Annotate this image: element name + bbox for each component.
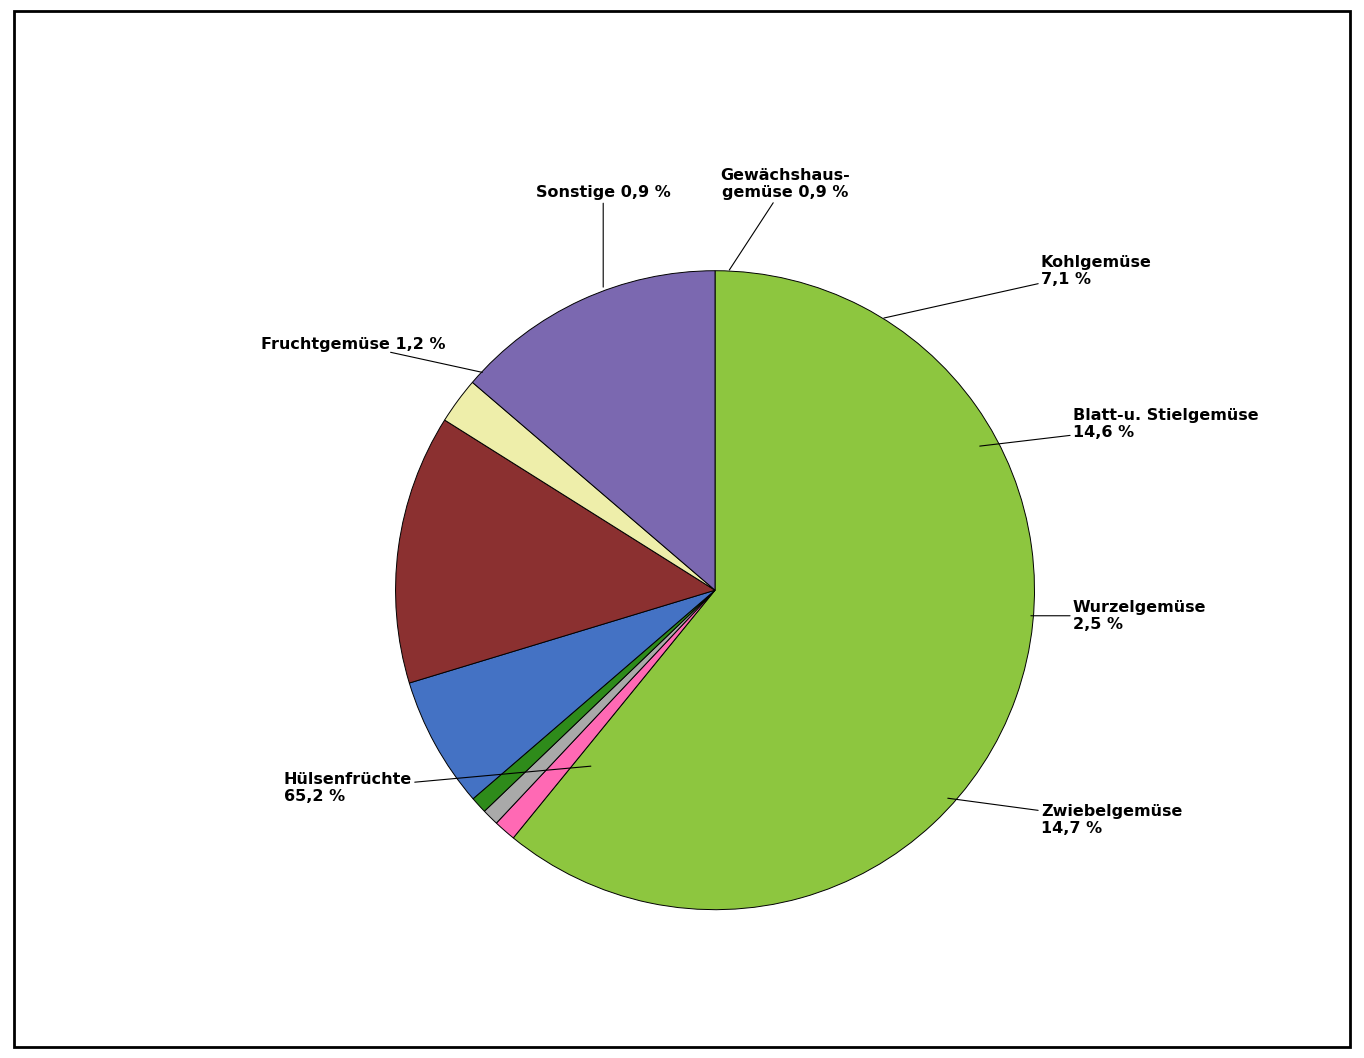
Wedge shape [396, 420, 715, 683]
Text: Fruchtgemüse 1,2 %: Fruchtgemüse 1,2 % [262, 336, 483, 372]
Text: Zwiebelgemüse
14,7 %: Zwiebelgemüse 14,7 % [948, 798, 1183, 837]
Wedge shape [496, 590, 715, 838]
Wedge shape [409, 590, 715, 799]
Text: Blatt-u. Stielgemüse
14,6 %: Blatt-u. Stielgemüse 14,6 % [979, 408, 1259, 446]
Text: Hülsenfrüchte
65,2 %: Hülsenfrüchte 65,2 % [284, 766, 591, 804]
Text: Sonstige 0,9 %: Sonstige 0,9 % [536, 185, 671, 287]
Wedge shape [473, 590, 715, 811]
Text: Gewächshaus-
gemüse 0,9 %: Gewächshaus- gemüse 0,9 % [720, 168, 850, 270]
Text: Wurzelgemüse
2,5 %: Wurzelgemüse 2,5 % [1031, 600, 1206, 632]
Wedge shape [472, 271, 715, 590]
Wedge shape [484, 590, 715, 823]
Wedge shape [445, 382, 715, 590]
Text: Kohlgemüse
7,1 %: Kohlgemüse 7,1 % [884, 255, 1151, 318]
Wedge shape [513, 271, 1034, 910]
